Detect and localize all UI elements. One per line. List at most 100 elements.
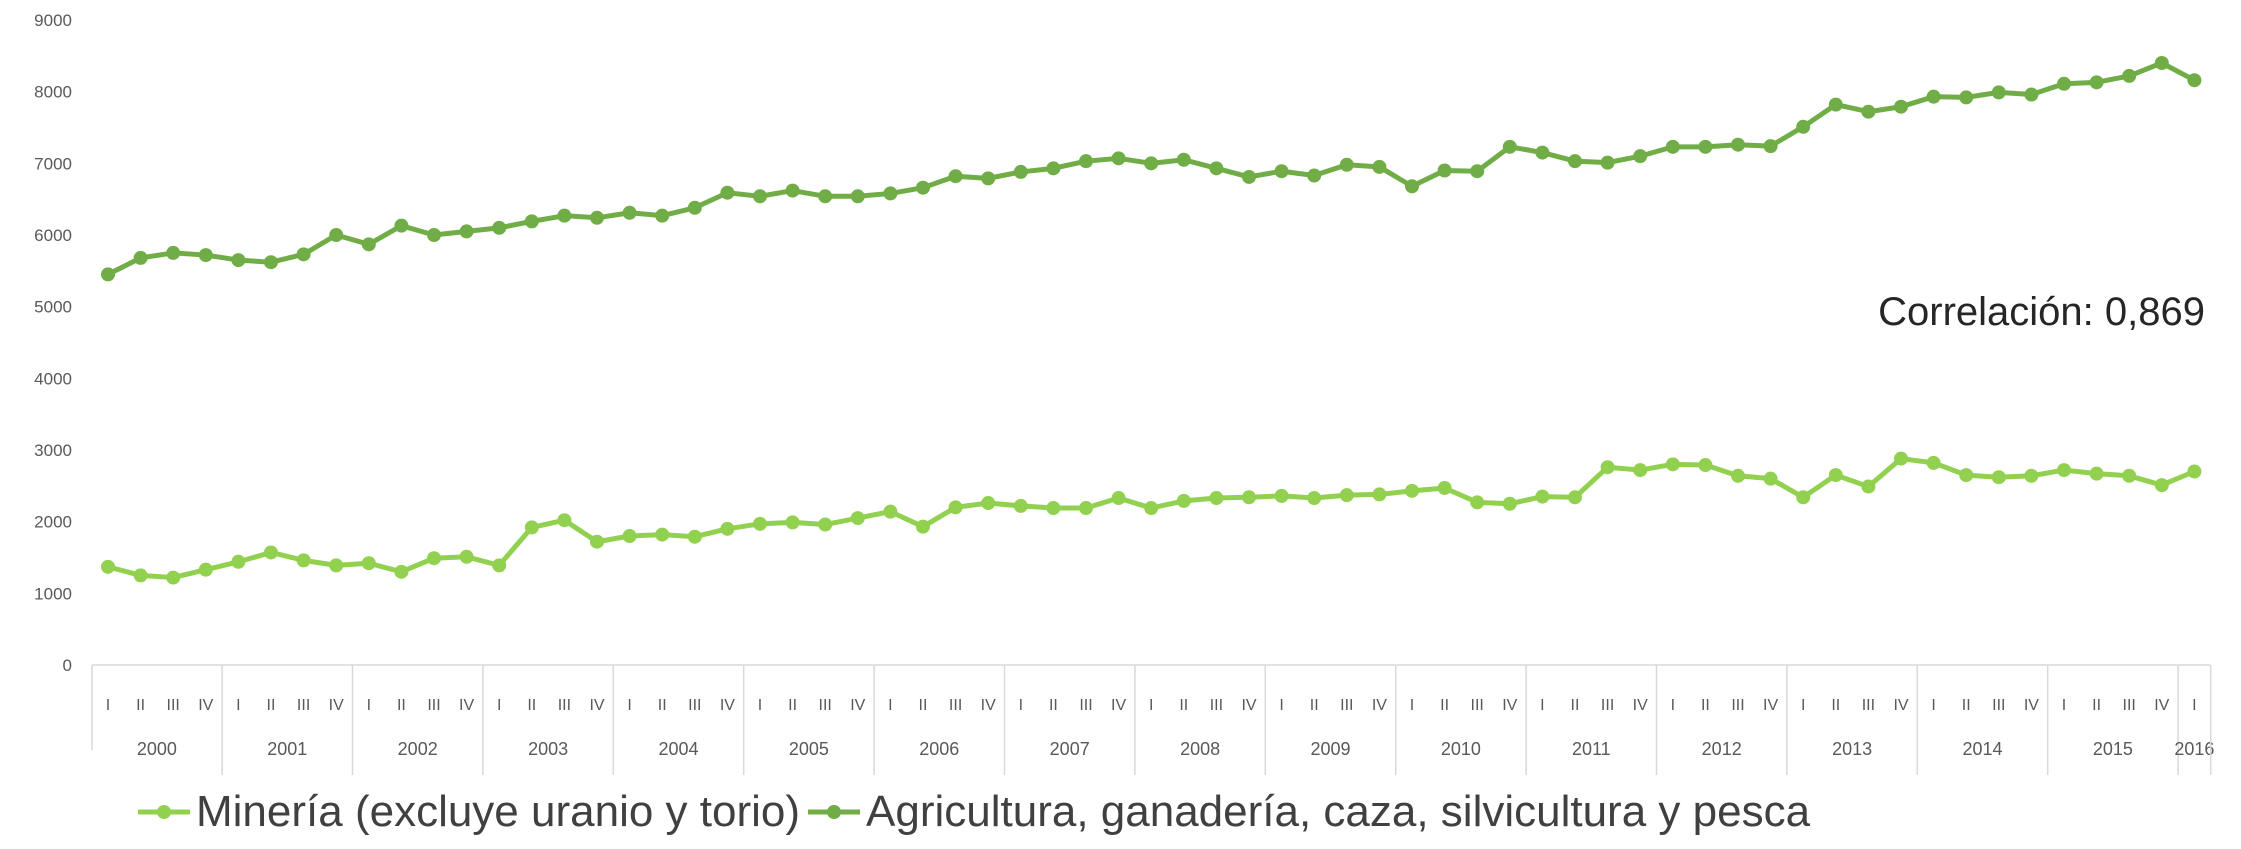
data-point bbox=[1013, 164, 1028, 179]
data-point bbox=[1339, 157, 1354, 172]
year-tick-label: 2006 bbox=[919, 739, 959, 759]
quarter-tick-label: I bbox=[1019, 697, 1023, 714]
series-line-1 bbox=[105, 456, 2197, 581]
data-point bbox=[1144, 156, 1159, 171]
data-point bbox=[1698, 139, 1713, 154]
data-point bbox=[1535, 145, 1550, 160]
data-point bbox=[1405, 483, 1419, 498]
quarter-tick-label: IV bbox=[1763, 697, 1778, 714]
quarter-tick-label: III bbox=[1601, 697, 1614, 714]
data-point bbox=[101, 559, 115, 574]
year-tick-label: 2012 bbox=[1702, 739, 1742, 759]
correlation-annotation: Correlación: 0,869 bbox=[1878, 290, 2205, 334]
data-point bbox=[1894, 99, 1908, 114]
legend-marker-1 bbox=[157, 805, 171, 819]
legend: Minería (excluye uranio y torio) Agricult… bbox=[138, 787, 1811, 836]
data-point bbox=[2154, 56, 2169, 70]
data-point bbox=[198, 562, 213, 577]
data-point bbox=[394, 218, 409, 233]
data-point bbox=[1959, 468, 1974, 483]
data-point bbox=[590, 534, 604, 549]
data-point bbox=[1111, 491, 1126, 506]
year-tick-label: 2001 bbox=[267, 739, 307, 759]
data-point bbox=[753, 516, 767, 531]
data-point bbox=[622, 205, 637, 220]
data-point bbox=[1274, 488, 1289, 503]
data-point bbox=[2154, 478, 2169, 493]
data-point bbox=[850, 511, 865, 526]
quarter-tick-label: I bbox=[2062, 697, 2066, 714]
data-point bbox=[557, 208, 572, 223]
data-point bbox=[1796, 490, 1811, 505]
data-point bbox=[1633, 149, 1648, 164]
data-point bbox=[655, 208, 670, 223]
data-point bbox=[329, 228, 344, 242]
quarter-tick-label: I bbox=[236, 697, 240, 714]
data-point bbox=[361, 237, 376, 252]
quarter-tick-label: I bbox=[367, 697, 371, 714]
quarter-tick-label: IV bbox=[850, 697, 865, 714]
data-point bbox=[1079, 501, 1093, 516]
data-point bbox=[2057, 76, 2071, 91]
year-tick-label: 2011 bbox=[1572, 739, 1611, 759]
data-point bbox=[231, 253, 246, 268]
plot-area bbox=[101, 56, 2202, 585]
data-point bbox=[2089, 466, 2104, 481]
quarter-tick-label: III bbox=[297, 697, 310, 714]
data-point bbox=[1046, 161, 1061, 176]
data-point bbox=[1633, 463, 1648, 478]
data-point bbox=[1568, 154, 1582, 169]
quarter-tick-label: III bbox=[1992, 697, 2005, 714]
data-point bbox=[1307, 168, 1322, 183]
data-point bbox=[883, 186, 898, 201]
quarter-tick-label: IV bbox=[2154, 697, 2169, 714]
data-point bbox=[1796, 119, 1811, 134]
quarter-tick-label: III bbox=[688, 697, 701, 714]
data-point bbox=[166, 570, 181, 585]
year-tick-label: 2000 bbox=[137, 739, 177, 759]
data-point bbox=[655, 527, 670, 542]
data-point bbox=[427, 228, 441, 242]
data-point bbox=[361, 556, 376, 571]
year-tick-label: 2004 bbox=[658, 739, 698, 759]
quarter-tick-label: III bbox=[1862, 697, 1875, 714]
data-point bbox=[459, 224, 474, 239]
data-point bbox=[1568, 490, 1582, 505]
quarter-tick-label: IV bbox=[720, 697, 735, 714]
quarter-tick-label: II bbox=[1831, 697, 1840, 714]
quarter-tick-label: IV bbox=[1633, 697, 1648, 714]
data-point bbox=[1502, 139, 1517, 154]
quarter-tick-label: IV bbox=[198, 697, 213, 714]
quarter-tick-label: III bbox=[1471, 697, 1484, 714]
legend-label-2: Agricultura, ganadería, caza, silvicultu… bbox=[866, 787, 1811, 836]
year-tick-label: 2009 bbox=[1310, 739, 1350, 759]
year-tick-label: 2016 bbox=[2174, 739, 2214, 759]
data-point bbox=[394, 564, 409, 579]
data-point bbox=[557, 513, 572, 528]
data-point bbox=[1502, 496, 1517, 511]
y-tick-label: 7000 bbox=[34, 154, 72, 173]
quarter-tick-label: I bbox=[1410, 697, 1414, 714]
data-point bbox=[492, 220, 507, 235]
data-point bbox=[2187, 464, 2202, 479]
data-point bbox=[1763, 471, 1778, 486]
data-point bbox=[296, 553, 311, 568]
quarter-tick-label: III bbox=[167, 697, 180, 714]
data-point bbox=[883, 504, 898, 519]
quarter-tick-label: IV bbox=[1111, 697, 1126, 714]
data-point bbox=[198, 248, 213, 263]
quarter-tick-label: IV bbox=[329, 697, 344, 714]
data-point bbox=[1209, 161, 1224, 176]
data-point bbox=[818, 517, 833, 532]
data-point bbox=[459, 549, 474, 564]
legend-label-1: Minería (excluye uranio y torio) bbox=[196, 787, 800, 836]
quarter-tick-label: II bbox=[1440, 697, 1449, 714]
quarter-tick-label: II bbox=[267, 697, 276, 714]
quarter-tick-label: IV bbox=[1372, 697, 1387, 714]
data-point bbox=[1731, 468, 1745, 483]
year-tick-label: 2013 bbox=[1832, 739, 1872, 759]
quarter-tick-label: I bbox=[1671, 697, 1675, 714]
quarter-tick-label: III bbox=[1079, 697, 1092, 714]
quarter-tick-label: IV bbox=[589, 697, 604, 714]
data-point bbox=[2024, 87, 2039, 102]
